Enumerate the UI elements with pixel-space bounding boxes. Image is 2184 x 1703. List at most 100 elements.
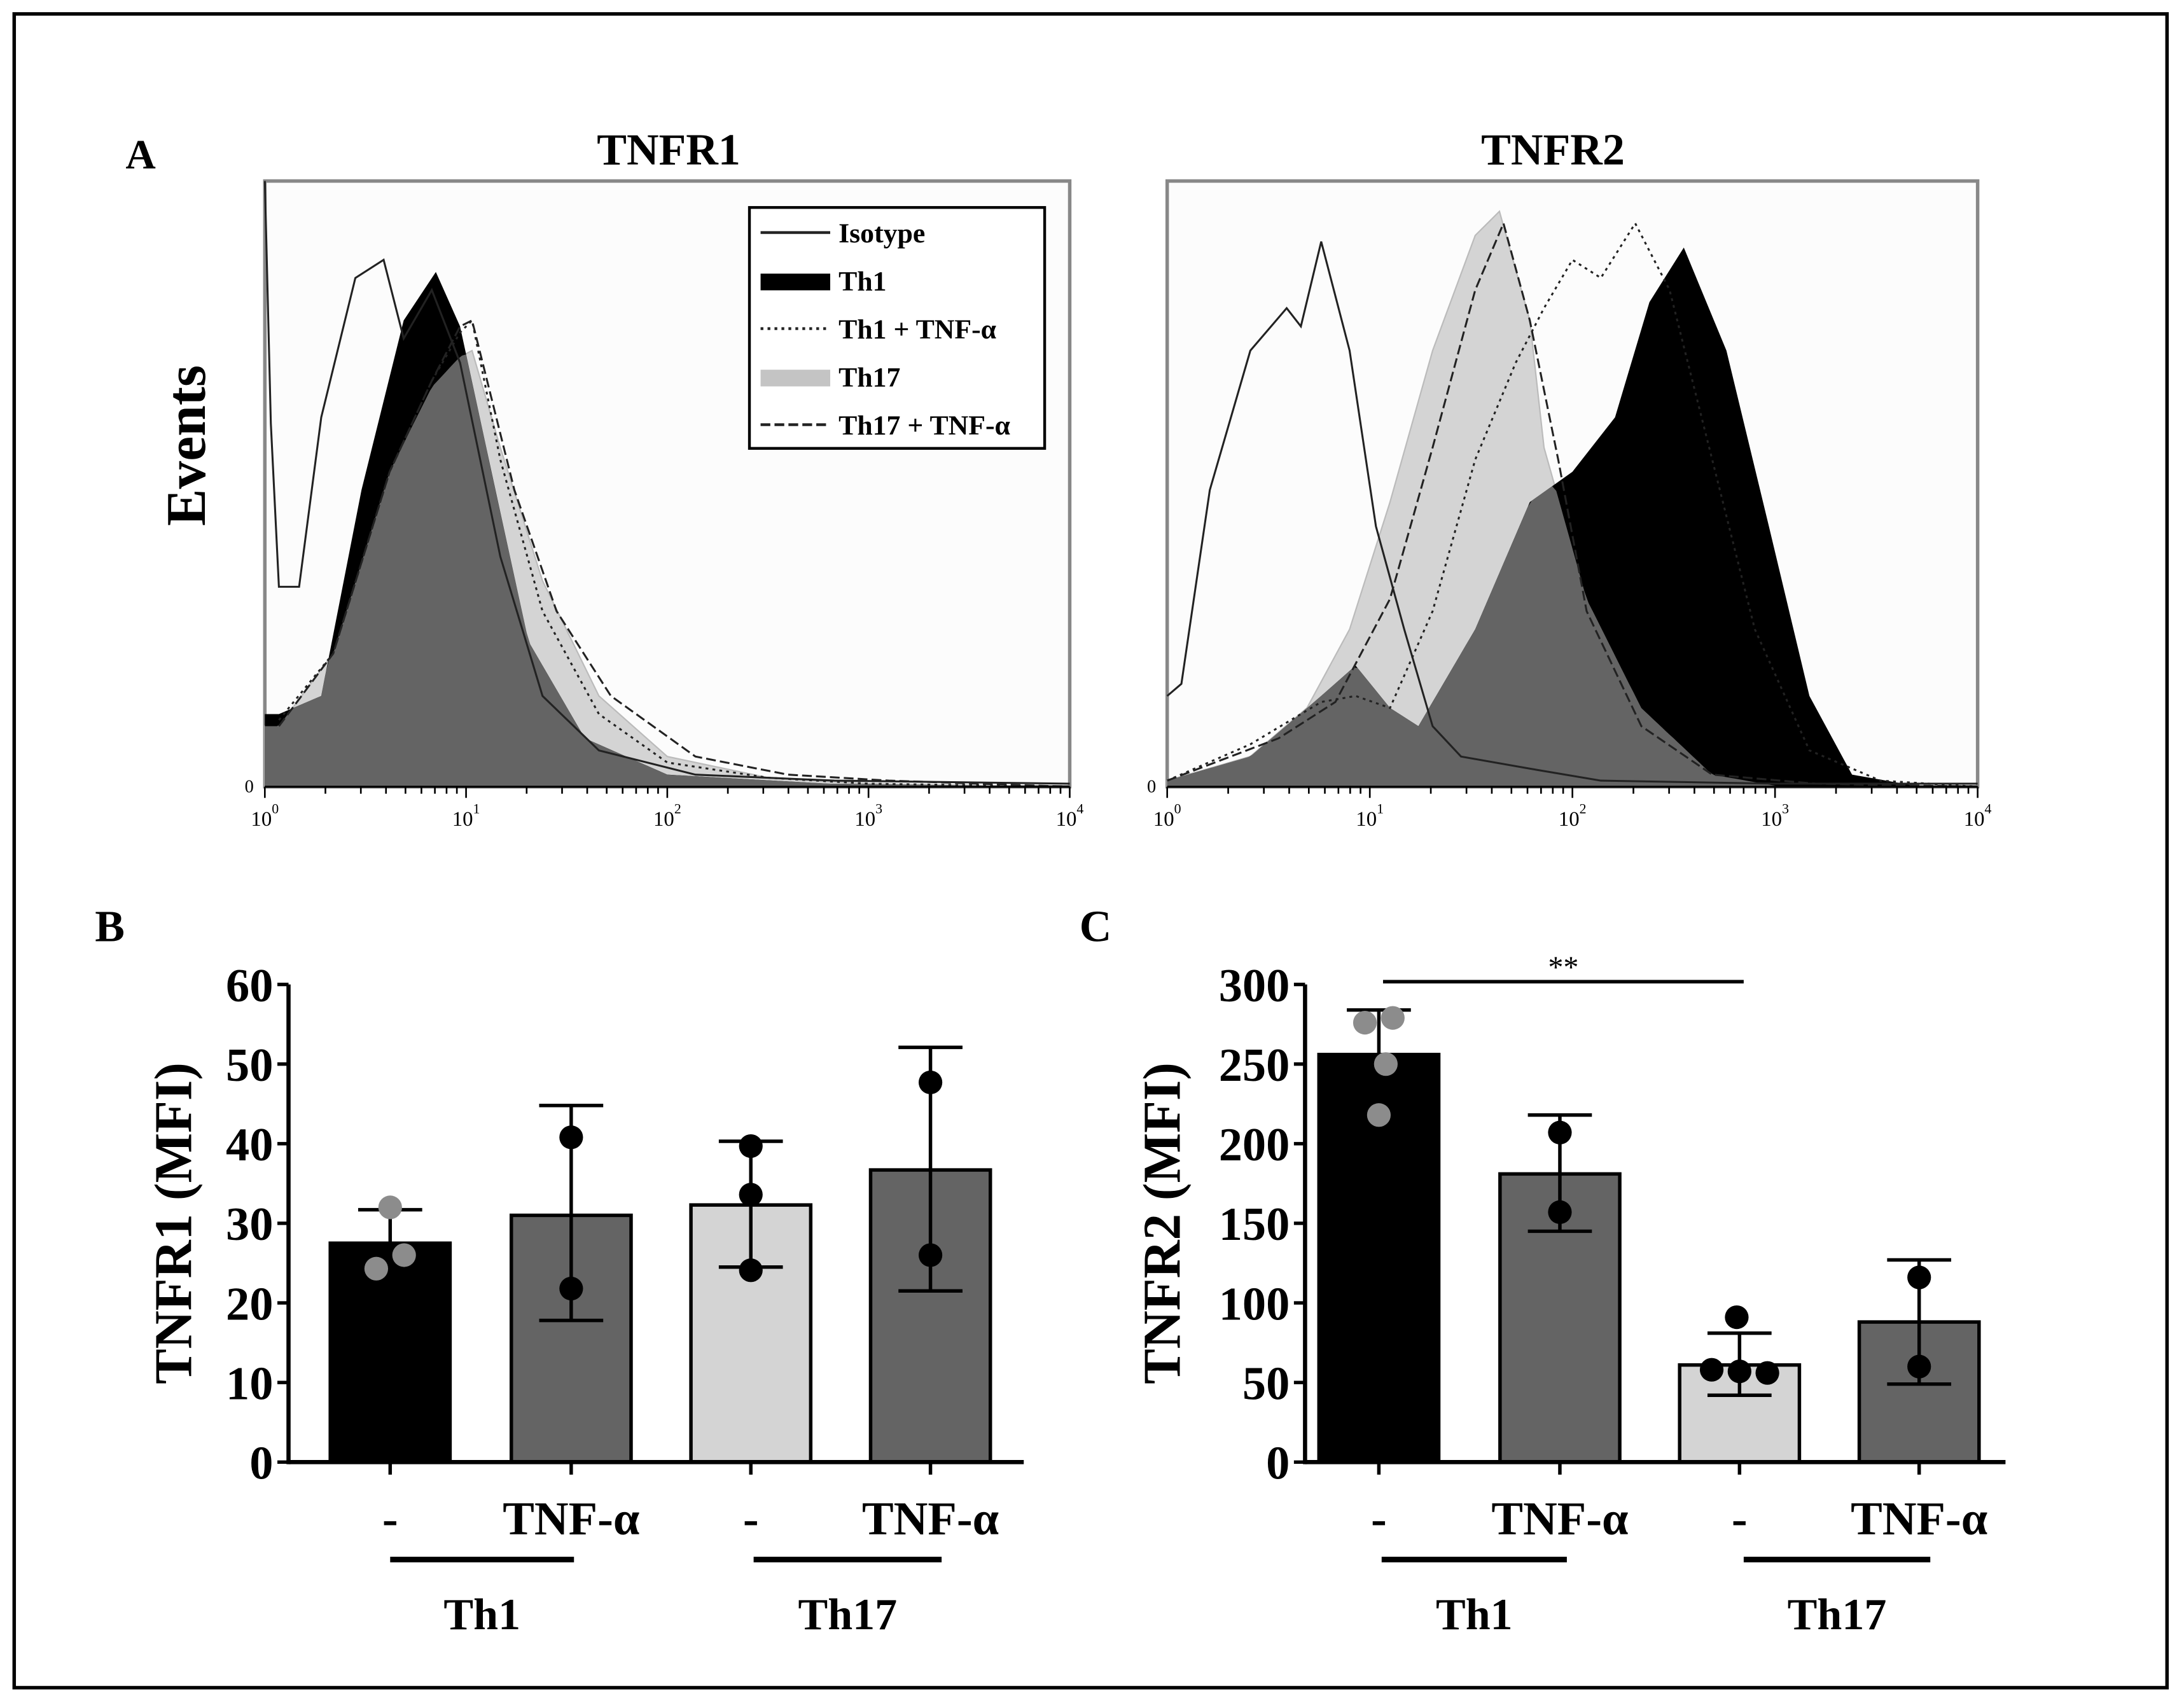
x-tick-base: 10 (1356, 808, 1377, 831)
legend-label-th17: Th17 (838, 362, 900, 393)
data-point (364, 1256, 389, 1281)
x-category-label: TNF-α (862, 1493, 999, 1545)
data-point (392, 1243, 416, 1267)
x-tick-label: 100 (1153, 801, 1181, 831)
x-tick-exponent: 0 (1174, 801, 1181, 816)
group-label-th17: Th17 (1788, 1590, 1887, 1639)
group-label-th1: Th1 (1436, 1590, 1513, 1639)
y-tick-label: 300 (1219, 960, 1290, 1012)
data-point (559, 1276, 583, 1301)
x-tick-base: 10 (653, 808, 674, 831)
x-tick-label: 100 (251, 801, 279, 831)
x-category-label: TNF-α (503, 1493, 639, 1545)
x-tick-base: 10 (251, 808, 272, 831)
x-tick-label: 103 (1761, 801, 1789, 831)
y-axis-label: TNFR2 (MFI) (1132, 1062, 1191, 1384)
bar-2 (510, 1213, 633, 1464)
y-tick-label: 60 (226, 960, 273, 1012)
y-tick-label: 0 (249, 1438, 273, 1490)
chart-title: TNFR1 (597, 125, 741, 174)
x-tick-base: 10 (1153, 808, 1174, 831)
x-tick-label: 103 (854, 801, 882, 831)
panel-label-b: B (95, 903, 125, 952)
legend-label-th1-tnf: Th1 + TNF-α (838, 314, 996, 345)
legend-label-isotype: Isotype (838, 218, 925, 249)
x-tick-exponent: 4 (1076, 801, 1083, 816)
x-category-label: - (382, 1493, 398, 1545)
x-tick-label: 101 (452, 801, 480, 831)
bar-chart-tnfr1: TNFR1 (MFI) - TNF-α - TNF-α 0 10 20 30 40 50 60 Th1 T… (144, 960, 1024, 1639)
series-th1 (1167, 247, 1978, 787)
legend-box (748, 205, 1047, 450)
legend-label-th1: Th1 (838, 266, 886, 296)
y-tick-label: 10 (226, 1358, 273, 1410)
y-tick-label: 150 (1219, 1199, 1290, 1251)
data-point (1367, 1103, 1391, 1127)
chart-title: TNFR2 (1481, 125, 1625, 174)
y-tick-label: 50 (226, 1039, 273, 1092)
x-category-label: - (1732, 1493, 1748, 1545)
y-tick-label: 50 (1242, 1358, 1290, 1410)
data-point (739, 1258, 763, 1282)
y-axis-label: Events (155, 365, 217, 526)
y-tick-label: 30 (226, 1199, 273, 1251)
series-isotype (263, 181, 1070, 785)
x-tick-base: 10 (1964, 808, 1985, 831)
group-label-th1: Th1 (443, 1590, 520, 1639)
data-point (1548, 1200, 1572, 1225)
data-point (1727, 1359, 1751, 1384)
x-tick-exponent: 1 (473, 801, 480, 816)
series-th1-tnf (1167, 221, 1978, 788)
x-tick-base: 10 (854, 808, 875, 831)
data-point (739, 1134, 763, 1158)
series-isotype (1166, 241, 1978, 785)
panel-label-c: C (1080, 903, 1112, 952)
y-tick-label: 0 (1266, 1438, 1290, 1490)
y-tick-label-zero: 0 (245, 777, 254, 796)
x-tick-exponent: 2 (674, 801, 681, 816)
y-tick-label-zero: 0 (1147, 777, 1156, 796)
x-category-label: TNF-α (1491, 1493, 1628, 1545)
x-tick-exponent: 0 (272, 801, 279, 816)
x-tick-label: 104 (1964, 801, 1992, 831)
x-category-label: - (1371, 1493, 1387, 1545)
x-tick-exponent: 3 (1782, 801, 1789, 816)
data-point (1353, 1010, 1377, 1035)
series-th1-th17-overlap (265, 354, 1070, 787)
data-point (1374, 1052, 1398, 1076)
data-point (918, 1243, 943, 1267)
series-th1-th17-overlap (1167, 486, 1978, 787)
series-th17-tnf (278, 319, 1070, 788)
x-tick-label: 101 (1356, 801, 1384, 831)
data-point (918, 1070, 943, 1095)
legend-swatch-th17 (760, 370, 830, 387)
x-tick-exponent: 1 (1377, 801, 1384, 816)
data-point (378, 1195, 402, 1220)
x-tick-exponent: 3 (875, 801, 882, 816)
data-point (559, 1125, 583, 1150)
y-tick-label: 40 (226, 1119, 273, 1171)
significance-label: ** (1548, 951, 1578, 985)
x-tick-base: 10 (1559, 808, 1580, 831)
group-label-th17: Th17 (798, 1590, 898, 1639)
y-tick-label: 200 (1219, 1119, 1290, 1171)
bar-chart-tnfr2: TNFR2 (MFI) - TNF-α - TNF-α 0 50 100 150 200 250 30… (1132, 951, 2006, 1639)
x-category-label: - (743, 1493, 759, 1545)
x-tick-exponent: 2 (1580, 801, 1587, 816)
data-point (1907, 1265, 1931, 1289)
y-axis-label: TNFR1 (MFI) (144, 1062, 202, 1384)
x-tick-label: 104 (1056, 801, 1084, 831)
y-tick-label: 100 (1219, 1278, 1290, 1330)
data-point (1699, 1358, 1724, 1382)
x-tick-base: 10 (1056, 808, 1077, 831)
data-point (739, 1183, 763, 1207)
series-th17-tnf (1167, 220, 1978, 788)
y-tick-label: 20 (226, 1278, 273, 1330)
panel-label-a: A (125, 132, 155, 178)
x-tick-base: 10 (452, 808, 473, 831)
data-point (1381, 1006, 1405, 1030)
data-point (1725, 1305, 1749, 1330)
